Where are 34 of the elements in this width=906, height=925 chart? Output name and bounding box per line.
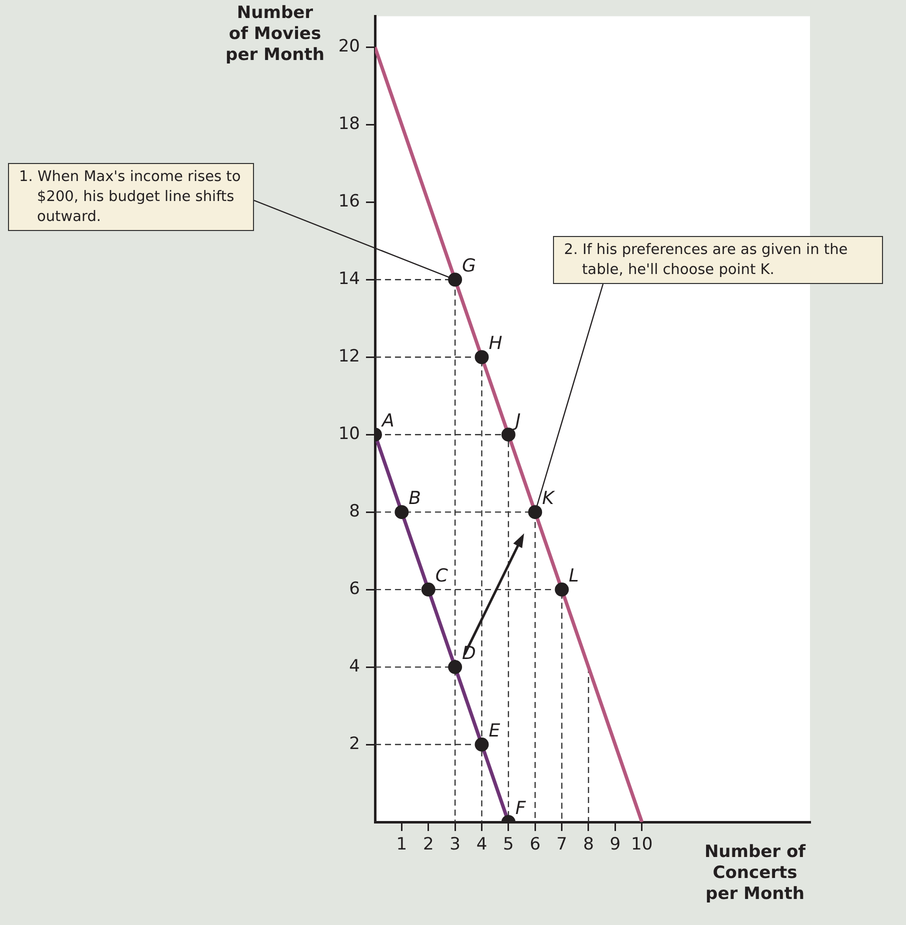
data-label: K (542, 488, 556, 510)
x-tick-label: 2 (422, 834, 434, 855)
y-tick-label: 14 (338, 269, 360, 290)
callout-box: 2. If his preferences are as given in the table, he'll choose point K. (553, 236, 883, 284)
x-tick-label: 1 (396, 834, 408, 855)
data-label: L (568, 566, 579, 587)
y-tick-label: 12 (338, 346, 360, 367)
y-tick-label: 6 (349, 578, 360, 599)
y-tick-label: 20 (338, 36, 360, 57)
data-label: J (512, 410, 521, 432)
y-tick-label: 2 (349, 734, 360, 754)
data-label: C (435, 566, 448, 587)
data-label: E (488, 720, 501, 742)
x-tick-label: 5 (503, 834, 514, 855)
callout-box: 1. When Max's income rises to $200, his budget line shifts outward. (8, 163, 254, 231)
y-tick-label: 4 (349, 656, 360, 676)
data-label: F (515, 798, 526, 819)
data-label: H (488, 333, 503, 354)
y-tick-label: 18 (338, 114, 360, 134)
x-tick-label: 3 (450, 834, 460, 855)
x-tick-label: 10 (631, 834, 653, 855)
y-tick-label: 10 (338, 424, 360, 444)
x-tick-label: 8 (583, 834, 594, 855)
y-tick-label: 8 (349, 502, 360, 522)
x-tick-label: 9 (610, 834, 621, 855)
x-tick-label: 4 (476, 834, 488, 855)
data-label: G (462, 256, 476, 277)
x-tick-label: 6 (530, 834, 541, 855)
data-label: B (408, 488, 422, 510)
x-tick-label: 7 (556, 834, 568, 855)
data-label: A (381, 410, 394, 432)
y-tick-label: 16 (338, 192, 360, 212)
y-axis-title: Number of Movies per Month (225, 3, 325, 66)
x-axis-title: Number of Concerts per Month (703, 842, 807, 905)
